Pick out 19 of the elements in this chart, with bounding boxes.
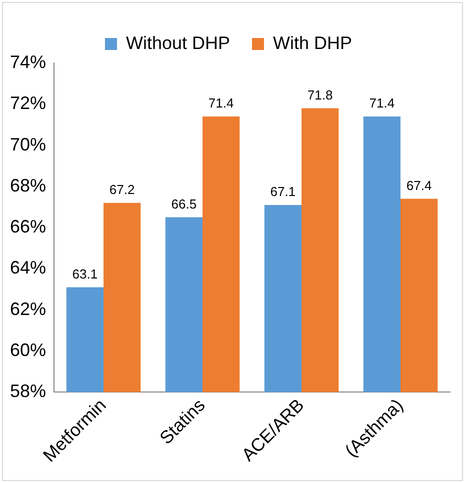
legend-label: Without DHP: [126, 32, 230, 53]
data-label: 71.4: [369, 96, 395, 111]
y-tick-label: 64%: [10, 258, 46, 278]
data-label: 67.1: [270, 184, 296, 200]
y-tick-label: 62%: [10, 298, 46, 319]
y-tick-label: 58%: [10, 381, 46, 402]
y-tick-label: 60%: [10, 340, 46, 360]
data-label: 66.5: [171, 196, 197, 212]
data-label: 67.4: [406, 178, 432, 193]
legend-label: With DHP: [273, 32, 352, 53]
y-tick-label: 70%: [10, 134, 46, 154]
y-tick-label: 68%: [10, 175, 46, 196]
data-label: 67.2: [109, 182, 135, 197]
data-label: 71.8: [307, 87, 333, 102]
y-tick-label: 74%: [10, 52, 46, 72]
data-label: 63.1: [72, 266, 98, 282]
data-label: 71.4: [208, 96, 234, 111]
y-tick-label: 72%: [10, 93, 46, 114]
y-tick-label: 66%: [10, 216, 46, 237]
